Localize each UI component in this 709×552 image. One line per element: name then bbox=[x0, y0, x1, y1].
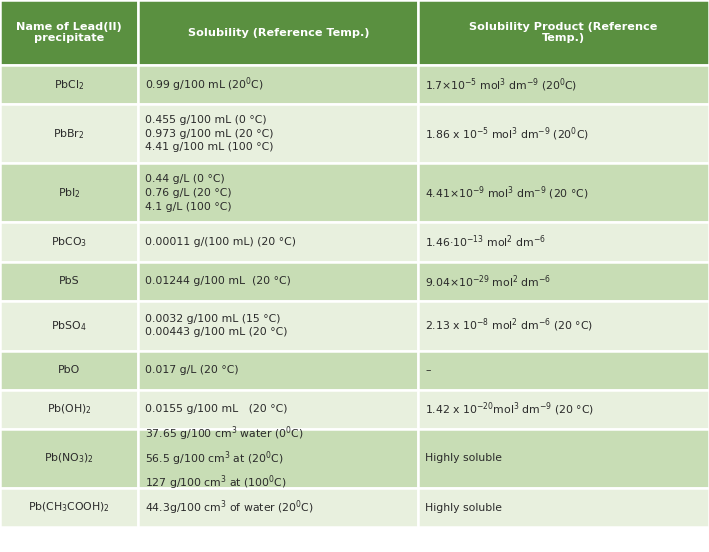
Text: PbO: PbO bbox=[58, 365, 80, 375]
Text: Solubility Product (Reference
Temp.): Solubility Product (Reference Temp.) bbox=[469, 22, 658, 44]
Bar bbox=[138, 390, 418, 429]
Text: 4.41×10$^{-9}$ mol$^3$ dm$^{-9}$ (20 °C): 4.41×10$^{-9}$ mol$^3$ dm$^{-9}$ (20 °C) bbox=[425, 184, 589, 201]
Bar bbox=[418, 163, 709, 222]
Text: 2.13 x 10$^{-8}$ mol$^2$ dm$^{-6}$ (20 °C): 2.13 x 10$^{-8}$ mol$^2$ dm$^{-6}$ (20 °… bbox=[425, 317, 593, 335]
Bar bbox=[0, 163, 138, 222]
Text: Pb(NO$_3$)$_2$: Pb(NO$_3$)$_2$ bbox=[44, 452, 94, 465]
Bar bbox=[418, 301, 709, 351]
Bar bbox=[138, 351, 418, 390]
Text: PbCO$_3$: PbCO$_3$ bbox=[51, 235, 87, 249]
Bar bbox=[138, 0, 418, 65]
Text: 0.99 g/100 mL (20$^0$C): 0.99 g/100 mL (20$^0$C) bbox=[145, 76, 264, 94]
Text: –: – bbox=[425, 365, 431, 375]
Bar bbox=[138, 65, 418, 104]
Text: 37.65 g/100 cm$^3$ water (0$^0$C)
56.5 g/100 cm$^3$ at (20$^0$C)
127 g/100 cm$^3: 37.65 g/100 cm$^3$ water (0$^0$C) 56.5 g… bbox=[145, 424, 303, 492]
Bar bbox=[0, 301, 138, 351]
Text: 0.017 g/L (20 °C): 0.017 g/L (20 °C) bbox=[145, 365, 239, 375]
Bar bbox=[138, 104, 418, 163]
Text: Highly soluble: Highly soluble bbox=[425, 502, 503, 513]
Bar bbox=[138, 301, 418, 351]
Text: 0.00011 g/(100 mL) (20 °C): 0.00011 g/(100 mL) (20 °C) bbox=[145, 237, 296, 247]
Bar bbox=[0, 65, 138, 104]
Bar bbox=[418, 262, 709, 301]
Text: 44.3g/100 cm$^3$ of water (20$^0$C): 44.3g/100 cm$^3$ of water (20$^0$C) bbox=[145, 498, 314, 517]
Text: Name of Lead(II)
precipitate: Name of Lead(II) precipitate bbox=[16, 22, 122, 44]
Bar bbox=[138, 163, 418, 222]
Text: Solubility (Reference Temp.): Solubility (Reference Temp.) bbox=[188, 28, 369, 38]
Bar bbox=[138, 488, 418, 527]
Bar bbox=[138, 429, 418, 488]
Bar bbox=[418, 65, 709, 104]
Bar bbox=[0, 351, 138, 390]
Text: 0.455 g/100 mL (0 °C)
0.973 g/100 mL (20 °C)
4.41 g/100 mL (100 °C): 0.455 g/100 mL (0 °C) 0.973 g/100 mL (20… bbox=[145, 115, 274, 152]
Text: PbBr$_2$: PbBr$_2$ bbox=[53, 127, 85, 141]
Text: PbSO$_4$: PbSO$_4$ bbox=[52, 319, 86, 332]
Bar bbox=[418, 488, 709, 527]
Text: 1.42 x 10$^{-20}$mol$^3$ dm$^{-9}$ (20 °C): 1.42 x 10$^{-20}$mol$^3$ dm$^{-9}$ (20 °… bbox=[425, 401, 595, 418]
Text: 0.44 g/L (0 °C)
0.76 g/L (20 °C)
4.1 g/L (100 °C): 0.44 g/L (0 °C) 0.76 g/L (20 °C) 4.1 g/L… bbox=[145, 174, 232, 211]
Text: Highly soluble: Highly soluble bbox=[425, 453, 503, 464]
Text: 1.46·10$^{-13}$ mol$^2$ dm$^{-6}$: 1.46·10$^{-13}$ mol$^2$ dm$^{-6}$ bbox=[425, 233, 546, 251]
Text: 0.01244 g/100 mL  (20 °C): 0.01244 g/100 mL (20 °C) bbox=[145, 276, 291, 286]
Bar bbox=[0, 429, 138, 488]
Text: 0.0032 g/100 mL (15 °C)
0.00443 g/100 mL (20 °C): 0.0032 g/100 mL (15 °C) 0.00443 g/100 mL… bbox=[145, 314, 288, 337]
Bar bbox=[0, 262, 138, 301]
Bar bbox=[418, 390, 709, 429]
Text: 1.7×10$^{-5}$ mol$^3$ dm$^{-9}$ (20$^0$C): 1.7×10$^{-5}$ mol$^3$ dm$^{-9}$ (20$^0$C… bbox=[425, 76, 578, 93]
Bar bbox=[138, 222, 418, 262]
Bar bbox=[0, 104, 138, 163]
Bar bbox=[418, 351, 709, 390]
Bar bbox=[0, 222, 138, 262]
Text: Pb(OH)$_2$: Pb(OH)$_2$ bbox=[47, 402, 91, 416]
Bar bbox=[0, 488, 138, 527]
Bar bbox=[0, 0, 138, 65]
Text: PbI$_2$: PbI$_2$ bbox=[57, 186, 81, 200]
Bar bbox=[418, 0, 709, 65]
Bar bbox=[138, 262, 418, 301]
Text: Pb(CH$_3$COOH)$_2$: Pb(CH$_3$COOH)$_2$ bbox=[28, 501, 110, 514]
Text: 0.0155 g/100 mL   (20 °C): 0.0155 g/100 mL (20 °C) bbox=[145, 404, 288, 415]
Bar bbox=[0, 390, 138, 429]
Text: PbS: PbS bbox=[59, 276, 79, 286]
Text: 9.04×10$^{-29}$ mol$^2$ dm$^{-6}$: 9.04×10$^{-29}$ mol$^2$ dm$^{-6}$ bbox=[425, 273, 552, 290]
Bar bbox=[418, 222, 709, 262]
Bar bbox=[418, 429, 709, 488]
Bar bbox=[418, 104, 709, 163]
Text: 1.86 x 10$^{-5}$ mol$^3$ dm$^{-9}$ (20$^0$C): 1.86 x 10$^{-5}$ mol$^3$ dm$^{-9}$ (20$^… bbox=[425, 125, 589, 142]
Text: PbCl$_2$: PbCl$_2$ bbox=[54, 78, 84, 92]
